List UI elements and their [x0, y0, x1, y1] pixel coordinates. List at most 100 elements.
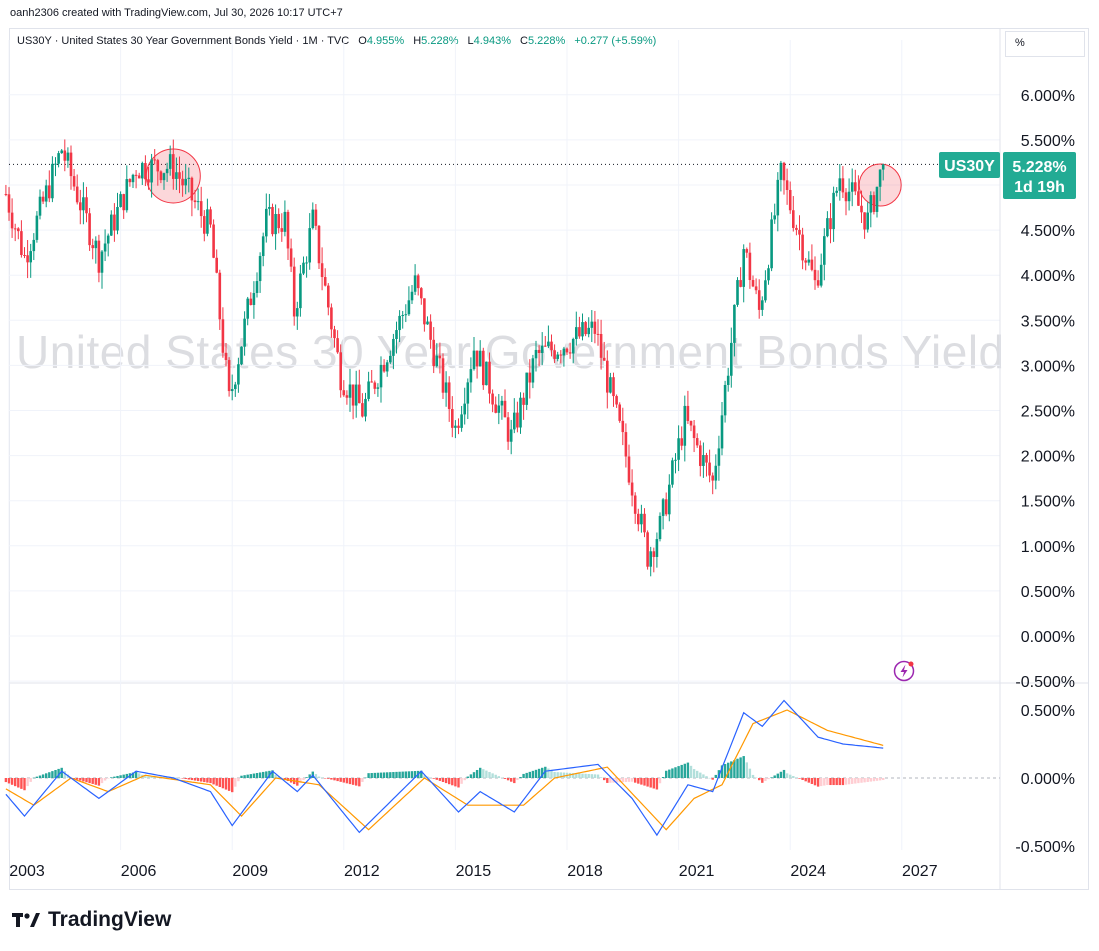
histogram-bar	[100, 778, 104, 784]
candle	[649, 551, 652, 567]
histogram-bar	[841, 778, 845, 786]
histogram-bar	[181, 778, 184, 779]
histogram-bar	[147, 776, 150, 778]
candle	[271, 207, 274, 235]
histogram-bar	[624, 778, 628, 783]
histogram-bar	[432, 778, 435, 779]
candle	[754, 286, 758, 291]
candle	[847, 191, 851, 202]
histogram-bar	[457, 778, 460, 788]
candle	[265, 208, 268, 237]
candle	[804, 260, 807, 263]
candle	[568, 352, 572, 354]
legend-change: +0.277 (+5.59%)	[574, 35, 657, 47]
candle	[367, 381, 370, 399]
candle	[497, 405, 501, 413]
candle	[878, 169, 882, 187]
histogram-bar	[4, 778, 8, 783]
histogram-bar	[640, 778, 643, 785]
y-tick-label: 4.000%	[1021, 268, 1075, 285]
histogram-bar	[472, 772, 476, 778]
candle	[29, 251, 32, 263]
candle	[361, 403, 364, 417]
candle	[280, 228, 284, 232]
candle	[249, 298, 253, 305]
candle	[345, 395, 349, 398]
candle	[726, 375, 730, 385]
histogram-bar	[661, 777, 665, 778]
candle	[91, 245, 94, 249]
histogram-bar	[451, 778, 454, 786]
histogram-bar	[820, 778, 823, 787]
histogram-bar	[627, 778, 631, 782]
candle	[147, 179, 150, 183]
candle	[38, 196, 42, 216]
candle	[277, 214, 280, 229]
histogram-bar	[218, 778, 221, 787]
histogram-bar	[503, 778, 507, 779]
candle	[454, 425, 457, 428]
legend-high-label: H	[413, 35, 422, 47]
candle	[175, 172, 178, 179]
histogram-bar	[844, 778, 848, 785]
candle	[664, 499, 668, 515]
candle	[469, 369, 473, 383]
histogram-bar	[97, 778, 101, 786]
histogram-bar	[423, 775, 426, 778]
candle	[413, 275, 417, 292]
histogram-bar	[103, 778, 107, 781]
candle	[875, 186, 879, 212]
x-tick-label: 2021	[679, 863, 715, 880]
candle	[637, 513, 640, 525]
candle	[206, 209, 209, 234]
candle	[829, 218, 832, 230]
histogram-bar	[379, 772, 383, 778]
histogram-bar	[634, 778, 637, 783]
candle	[246, 298, 249, 319]
candle	[733, 304, 736, 343]
histogram-bar	[116, 775, 119, 778]
candle	[525, 372, 528, 405]
histogram-bar	[10, 778, 14, 785]
y-tick-label: 0.000%	[1021, 629, 1075, 646]
histogram-bar	[299, 778, 302, 783]
candle	[723, 384, 727, 416]
histogram-bar	[320, 777, 324, 778]
histogram-bar	[482, 769, 485, 778]
candle	[193, 200, 197, 203]
histogram-bar	[460, 778, 463, 784]
histogram-bar	[860, 778, 863, 783]
histogram-bar	[692, 769, 696, 778]
histogram-bar	[674, 767, 677, 778]
histogram-bar	[184, 778, 187, 780]
histogram-bar	[249, 774, 252, 778]
candle	[320, 263, 324, 278]
histogram-bar	[875, 778, 879, 781]
candle	[156, 160, 160, 172]
symbol-tag-bg	[939, 152, 1000, 178]
candle	[292, 266, 296, 317]
candle	[606, 360, 609, 393]
histogram-bar	[88, 778, 91, 784]
candle	[165, 168, 169, 174]
histogram-bar	[110, 777, 113, 778]
scale-mode-toggle[interactable]: %	[1005, 31, 1085, 57]
histogram-bar	[252, 773, 256, 778]
histogram-bar	[717, 770, 721, 778]
candle	[354, 384, 358, 406]
candle	[699, 445, 702, 466]
histogram-bar	[658, 778, 662, 784]
histogram-bar	[29, 778, 32, 782]
candle	[48, 185, 51, 199]
candle	[404, 314, 408, 316]
candle	[587, 327, 590, 335]
candle	[63, 150, 67, 161]
histogram-bar	[407, 771, 411, 778]
candle	[720, 415, 724, 449]
histogram-bar	[801, 778, 804, 780]
candle	[134, 174, 138, 176]
candle	[274, 214, 277, 235]
candle	[460, 414, 463, 428]
candle	[401, 315, 404, 317]
